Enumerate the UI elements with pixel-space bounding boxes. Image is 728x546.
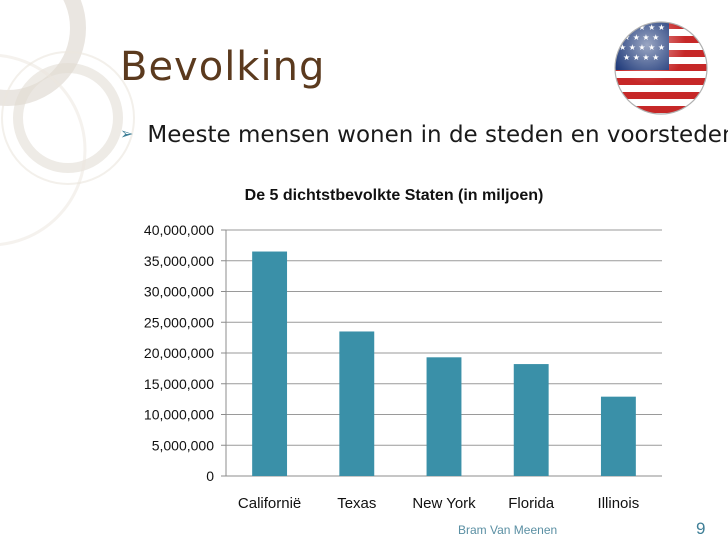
x-tick-label: New York: [412, 495, 476, 512]
footer-author: Bram Van Meenen: [458, 523, 558, 537]
bar: [513, 364, 549, 476]
x-tick-label: Texas: [337, 495, 376, 512]
x-tick-label: Californië: [238, 495, 301, 512]
page-number: 9: [696, 519, 706, 538]
y-tick-label: 35,000,000: [144, 253, 214, 269]
y-tick-label: 10,000,000: [144, 407, 214, 423]
bar: [600, 396, 636, 476]
chart-title: De 5 dichtstbevolkte Staten (in miljoen): [245, 187, 544, 204]
y-tick-label: 0: [206, 468, 214, 484]
bar: [426, 357, 462, 476]
x-tick-label: Illinois: [598, 495, 640, 512]
y-tick-label: 40,000,000: [144, 222, 214, 238]
us-flag-globe-icon: ★ ★ ★ ★ ★ ★ ★ ★ ★ ★ ★ ★ ★ ★ ★ ★ ★ ★: [614, 21, 708, 115]
y-tick-label: 15,000,000: [144, 376, 214, 392]
y-tick-label: 5,000,000: [152, 437, 214, 453]
arrow-bullet-icon: ➢: [120, 124, 134, 143]
y-tick-label: 30,000,000: [144, 284, 214, 300]
bar: [252, 251, 288, 476]
y-tick-label: 25,000,000: [144, 314, 214, 330]
x-tick-label: Florida: [508, 495, 555, 512]
bullet-item: ➢ Meeste mensen wonen in de steden en voo…: [120, 122, 728, 148]
y-tick-label: 20,000,000: [144, 345, 214, 361]
bullet-text: Meeste mensen wonen in de steden en voor…: [147, 122, 728, 148]
slide-title: Bevolking: [120, 44, 326, 90]
bar: [339, 331, 375, 476]
